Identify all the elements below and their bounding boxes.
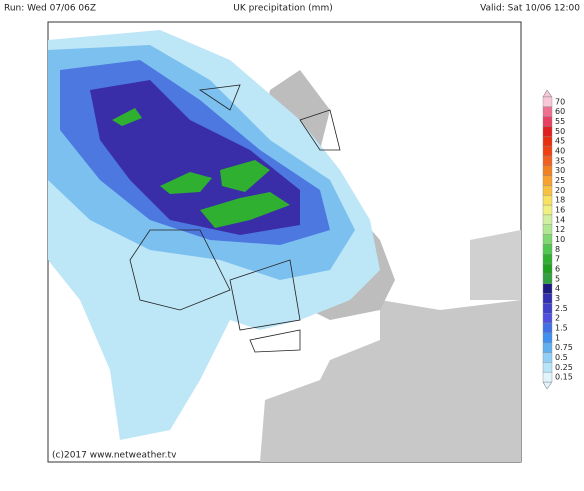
legend-label: 25 [555, 176, 565, 185]
legend-swatch [542, 371, 553, 383]
legend-label: 0.5 [555, 353, 568, 362]
legend-swatch [542, 204, 553, 216]
legend-swatch [542, 322, 553, 334]
legend-swatch [542, 145, 553, 157]
legend-label: 0.25 [555, 363, 573, 372]
legend-swatch [542, 263, 553, 275]
map [47, 21, 522, 463]
legend-swatch [542, 106, 553, 117]
legend-swatch [542, 195, 553, 206]
precip-green [200, 192, 290, 228]
legend-swatch [542, 96, 553, 108]
benelux-land [470, 230, 521, 300]
valid-label: Valid: Sat 10/06 12:00 [480, 4, 580, 14]
legend: 7060555045403530252018161412108765432.52… [542, 89, 573, 390]
legend-label: 50 [555, 127, 565, 136]
legend-swatch [542, 116, 553, 127]
legend-swatch [542, 126, 553, 137]
legend-swatch [542, 313, 553, 324]
legend-label: 18 [555, 196, 565, 205]
run-label: Run: Wed 07/06 06Z [4, 4, 96, 14]
legend-swatch [542, 214, 553, 225]
legend-swatch [542, 332, 553, 343]
map-layers [48, 30, 521, 462]
legend-label: 20 [555, 186, 565, 195]
precip-green [112, 108, 142, 126]
precip-very-heavy [90, 80, 300, 235]
legend-swatch [542, 185, 553, 196]
legend-swatch [542, 165, 553, 176]
legend-swatch [542, 254, 553, 265]
map-title: UK precipitation (mm) [233, 4, 332, 14]
france-land [260, 300, 521, 462]
legend-swatch [542, 293, 553, 304]
legend-label: 1.5 [555, 323, 568, 332]
legend-swatch [542, 352, 553, 363]
credit: (c)2017 www.netweather.tv [52, 451, 177, 461]
legend-label: 0.15 [555, 373, 573, 382]
legend-label: 55 [555, 117, 565, 126]
legend-label: 70 [555, 97, 565, 106]
legend-label: 0.75 [555, 343, 573, 352]
legend-swatch [542, 224, 553, 235]
legend-label: 16 [555, 206, 565, 215]
legend-label: 5 [555, 274, 560, 283]
legend-label: 6 [555, 264, 560, 273]
legend-swatch [542, 342, 553, 353]
legend-label: 14 [555, 215, 565, 224]
legend-label: 40 [555, 147, 565, 156]
legend-swatch [542, 362, 553, 373]
legend-label: 30 [555, 166, 565, 175]
legend-label: 2.5 [555, 304, 568, 313]
legend-swatch [542, 273, 553, 284]
legend-label: 1 [555, 333, 560, 342]
precip-green [160, 172, 212, 194]
legend-arrow-bottom [542, 381, 553, 390]
legend-label: 35 [555, 156, 565, 165]
legend-swatch [542, 136, 553, 147]
precip-green [220, 160, 270, 192]
legend-label: 45 [555, 137, 565, 146]
legend-label: 7 [555, 255, 560, 264]
coastline [129, 84, 341, 353]
legend-label: 4 [555, 284, 560, 293]
legend-swatch [542, 244, 553, 255]
legend-label: 3 [555, 294, 560, 303]
legend-swatch [542, 303, 553, 314]
legend-swatch [542, 155, 553, 166]
legend-label: 10 [555, 235, 565, 244]
legend-swatch [542, 175, 553, 186]
legend-label: 8 [555, 245, 560, 254]
legend-label: 60 [555, 107, 565, 116]
legend-label: 2 [555, 314, 560, 323]
legend-arrow-top [542, 89, 553, 98]
legend-label: 12 [555, 225, 565, 234]
legend-swatch [542, 283, 553, 294]
legend-swatch [542, 234, 553, 245]
